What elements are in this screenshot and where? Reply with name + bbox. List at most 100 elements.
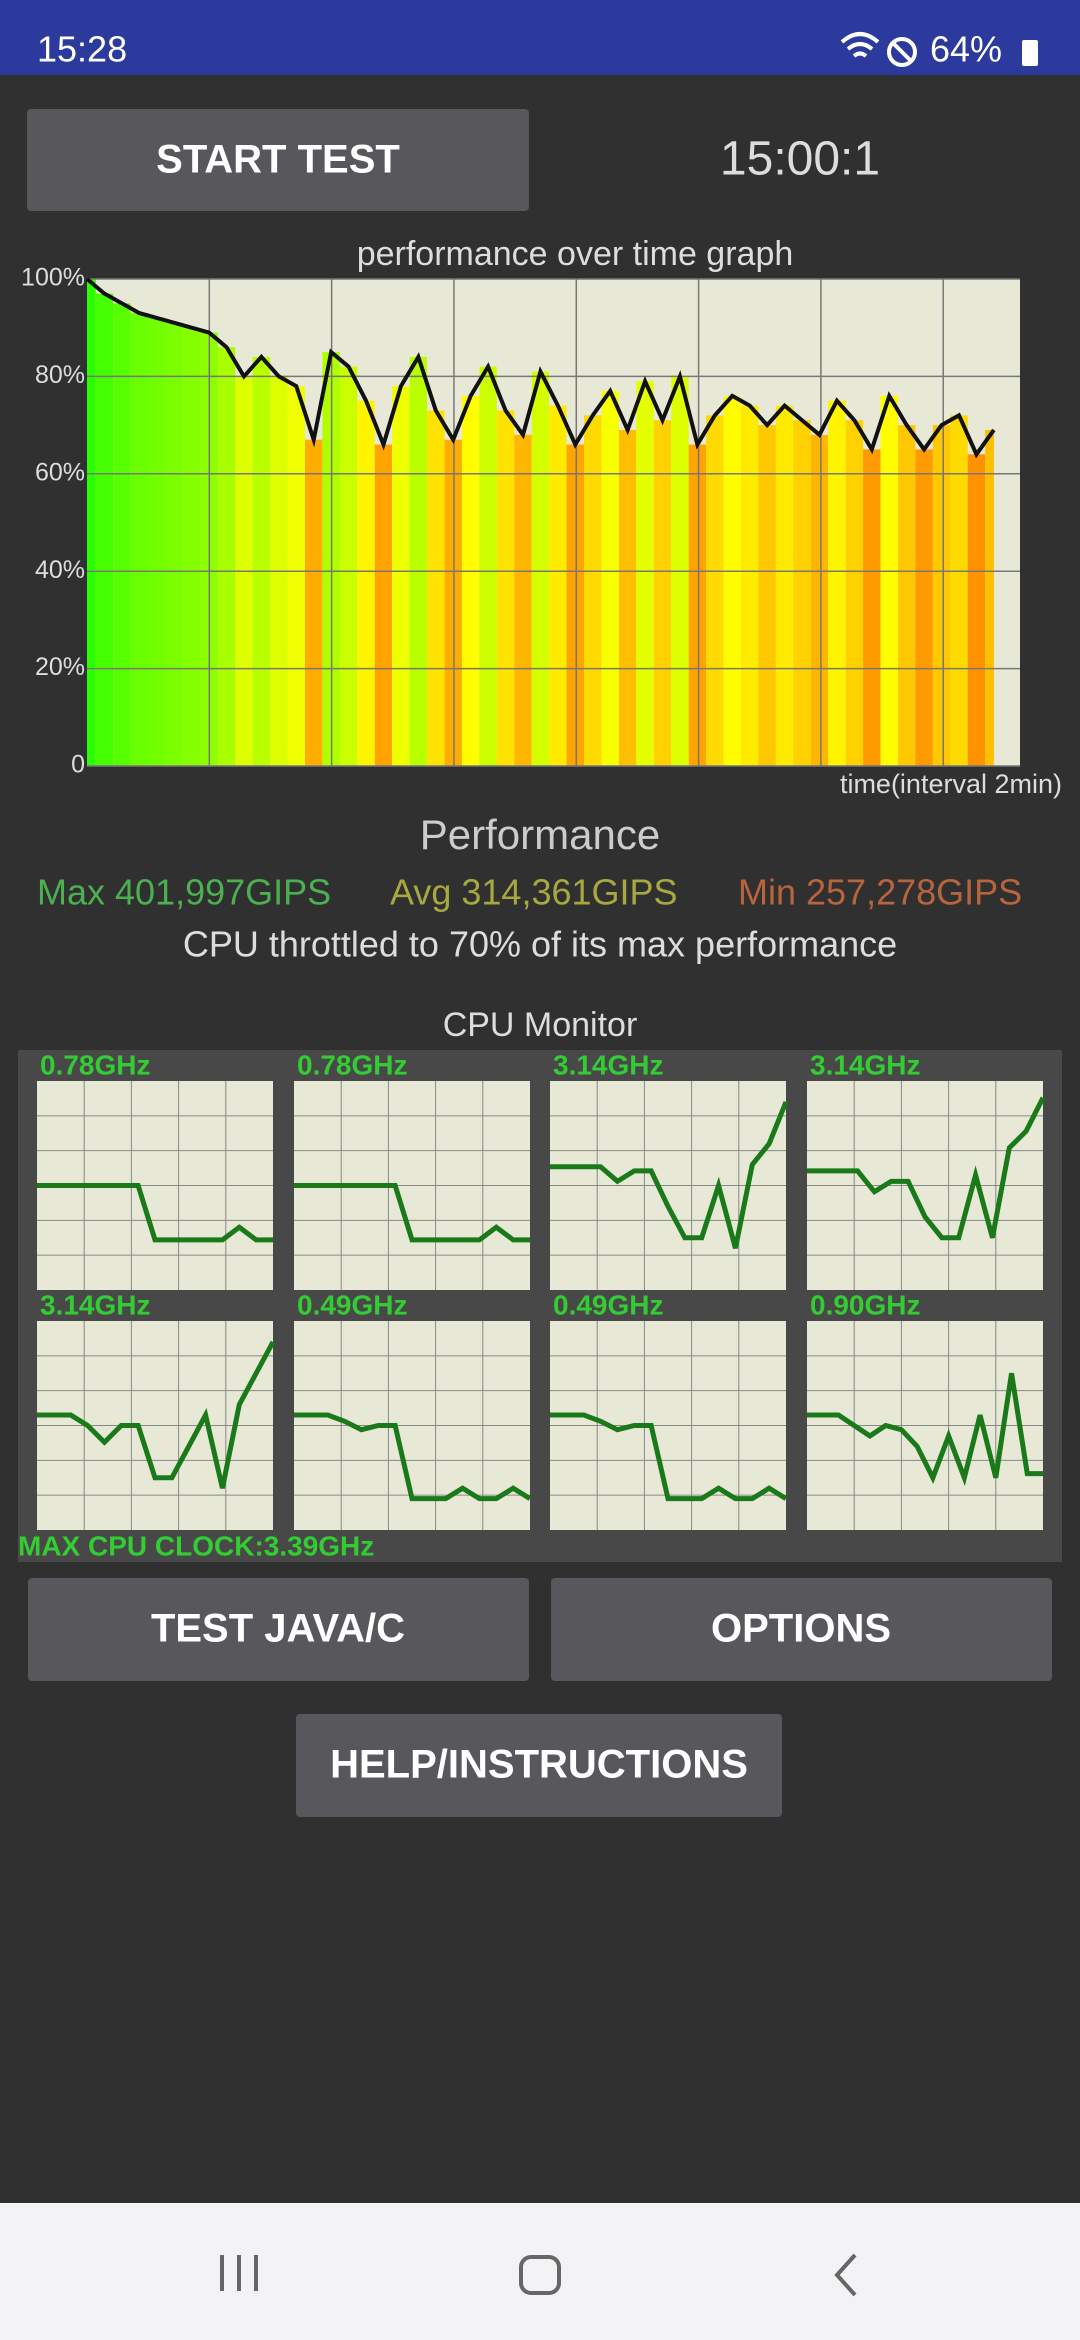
help-button[interactable]	[296, 1714, 782, 1817]
start-test-label[interactable]: START TEST	[156, 138, 400, 182]
performance-band	[409, 356, 428, 766]
performance-band	[339, 366, 358, 766]
performance-band	[706, 415, 724, 766]
performance-band	[130, 313, 149, 766]
performance-band	[374, 444, 393, 766]
home-button[interactable]	[519, 2255, 561, 2295]
performance-band	[863, 449, 881, 766]
performance-band	[549, 405, 567, 766]
cpu-monitor-title: CPU Monitor	[443, 1006, 638, 1044]
performance-band	[740, 405, 759, 766]
performance-band	[252, 356, 271, 766]
battery-icon	[1022, 40, 1038, 66]
performance-band	[287, 386, 305, 766]
max-cpu-clock: MAX CPU CLOCK:3.39GHz	[18, 1530, 374, 1561]
y-tick-label: 40%	[35, 556, 85, 584]
core-frequency: 3.14GHz	[810, 1049, 921, 1080]
performance-title: Performance	[420, 811, 660, 858]
performance-band	[357, 400, 375, 766]
performance-band	[688, 444, 707, 766]
nav-icons	[220, 2253, 857, 2297]
battery-level: 64%	[930, 29, 1002, 70]
performance-band	[932, 425, 951, 766]
performance-band	[985, 429, 994, 766]
performance-band	[636, 381, 654, 766]
performance-band	[427, 410, 445, 766]
performance-band	[723, 395, 741, 766]
performance-band	[950, 415, 968, 766]
core-frequency: 3.14GHz	[40, 1289, 151, 1320]
core-line	[550, 1412, 788, 1502]
cpu-cores: 0.78GHz 0.78GHz 3.14GHz 3.14GHz 3.14GHz 0.49G…	[37, 1049, 1046, 1530]
y-tick-label: 20%	[35, 653, 85, 681]
performance-band	[618, 429, 637, 766]
avg-performance: Avg 314,361GIPS	[390, 872, 678, 913]
core-line	[807, 1096, 1046, 1241]
core-line	[807, 1372, 1043, 1487]
performance-band	[514, 434, 532, 766]
performance-band	[95, 293, 114, 766]
core-line	[294, 1412, 532, 1502]
performance-band	[775, 405, 794, 766]
performance-band	[479, 366, 497, 766]
performance-band	[496, 410, 515, 766]
performance-band	[182, 327, 201, 766]
performance-band	[584, 415, 602, 766]
core-frequency: 0.49GHz	[553, 1289, 664, 1320]
options-label[interactable]: OPTIONS	[711, 1607, 891, 1651]
performance-band	[566, 444, 585, 766]
test-java-label[interactable]: TEST JAVA/C	[151, 1607, 405, 1651]
core-line	[37, 1183, 273, 1243]
performance-band	[531, 371, 550, 766]
performance-band	[810, 434, 829, 766]
status-bar	[0, 0, 1080, 75]
options-button[interactable]	[551, 1578, 1052, 1681]
performance-band	[828, 400, 846, 766]
performance-band	[653, 420, 672, 766]
graph-title: performance over time graph	[357, 235, 794, 273]
performance-graph: 0 20% 40% 60% 80% 100%	[21, 264, 1020, 779]
performance-line	[85, 277, 996, 459]
performance-band	[897, 425, 916, 766]
core-frequency: 0.78GHz	[297, 1049, 408, 1080]
y-tick-label: 80%	[35, 361, 85, 389]
performance-band	[915, 449, 933, 766]
test-java-button[interactable]	[28, 1578, 529, 1681]
performance-band	[758, 425, 776, 766]
performance-band	[967, 454, 986, 766]
clock: 15:28	[37, 29, 127, 70]
performance-band	[793, 420, 811, 766]
throttle-summary: CPU throttled to 70% of its max performa…	[183, 924, 897, 965]
y-tick-label: 0	[71, 751, 85, 779]
core-frequency: 0.90GHz	[810, 1289, 921, 1320]
recents-button[interactable]	[220, 2255, 258, 2291]
performance-band	[165, 322, 183, 766]
core-line	[550, 1100, 789, 1249]
core-frequency: 3.14GHz	[553, 1049, 664, 1080]
performance-band	[217, 347, 236, 766]
performance-band	[113, 303, 131, 766]
start-test-button[interactable]	[27, 109, 529, 211]
performance-band	[845, 420, 864, 766]
x-axis-label: time(interval 2min)	[840, 769, 1062, 799]
performance-band	[148, 317, 166, 766]
performance-band	[880, 395, 898, 766]
min-performance: Min 257,278GIPS	[738, 872, 1022, 913]
y-tick-label: 60%	[35, 458, 85, 486]
help-label[interactable]: HELP/INSTRUCTIONS	[330, 1743, 748, 1787]
performance-band	[601, 391, 619, 766]
max-performance: Max 401,997GIPS	[37, 872, 331, 913]
y-tick-label: 100%	[21, 264, 85, 292]
navigation-bar	[0, 2203, 1080, 2340]
core-frequency: 0.78GHz	[40, 1049, 151, 1080]
status-icons	[840, 32, 917, 67]
performance-band	[304, 439, 323, 766]
core-line	[37, 1340, 276, 1489]
core-frequency: 0.49GHz	[297, 1289, 408, 1320]
performance-band	[87, 279, 96, 766]
back-button[interactable]	[834, 2253, 857, 2297]
core-line	[294, 1183, 530, 1243]
timer: 15:00:1	[720, 133, 880, 186]
performance-band	[461, 395, 480, 766]
